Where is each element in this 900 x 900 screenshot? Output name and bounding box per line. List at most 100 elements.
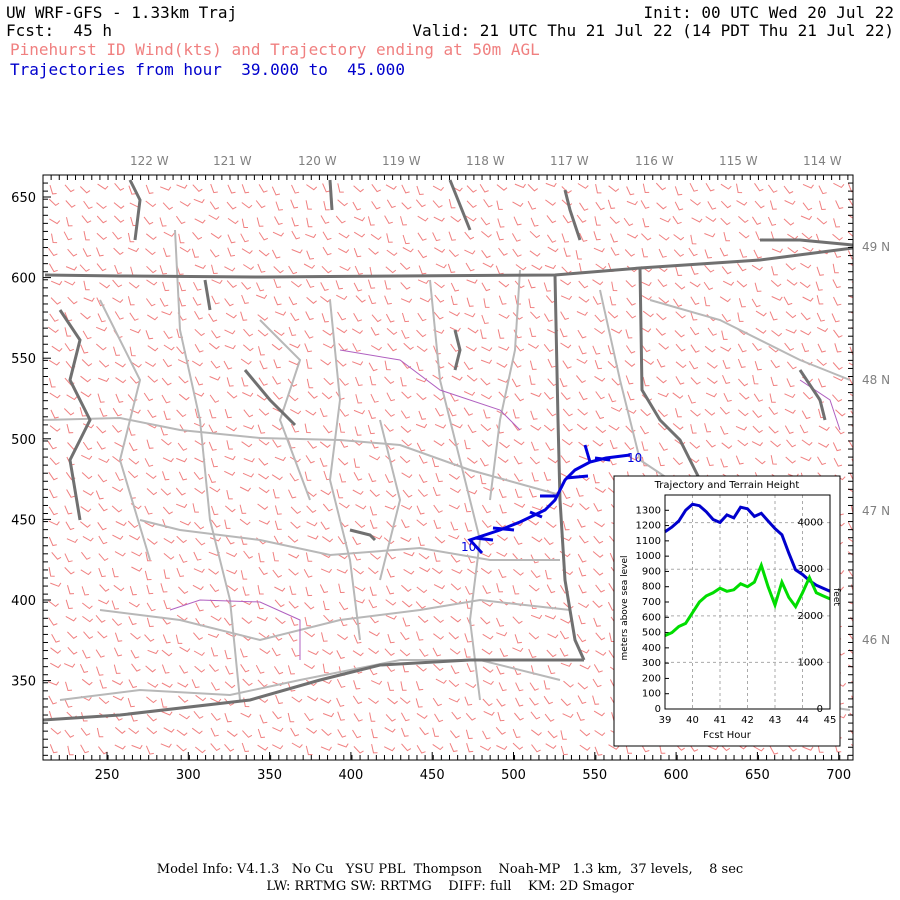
wind-barb bbox=[146, 617, 154, 628]
wind-barb bbox=[546, 649, 557, 658]
wind-barb bbox=[401, 202, 412, 210]
wind-barb bbox=[241, 184, 250, 194]
wind-barb bbox=[498, 391, 509, 400]
wind-barb bbox=[322, 343, 335, 349]
wind-barb bbox=[690, 424, 697, 434]
wind-barb bbox=[675, 376, 685, 385]
inset-y-tick-label: 1300 bbox=[636, 505, 661, 516]
wind-barb bbox=[386, 233, 393, 243]
wind-barb bbox=[464, 633, 472, 643]
wind-barb bbox=[227, 184, 236, 194]
inset-plot-frame bbox=[664, 494, 831, 710]
wind-barb bbox=[513, 455, 523, 465]
map-x-tick-label: 250 bbox=[95, 768, 120, 783]
map-frame-ticks bbox=[42, 174, 853, 760]
wind-barb bbox=[530, 711, 541, 720]
wind-barb bbox=[371, 184, 382, 193]
wind-barb bbox=[847, 538, 853, 543]
wind-barb bbox=[721, 442, 733, 449]
wind-barb bbox=[449, 393, 459, 402]
wind-barb bbox=[785, 311, 797, 319]
wind-barb bbox=[49, 489, 58, 499]
wind-barb bbox=[368, 362, 378, 372]
wind-barb bbox=[82, 441, 93, 451]
wind-barb bbox=[658, 442, 668, 451]
wind-barb bbox=[194, 264, 206, 270]
wind-barb bbox=[832, 394, 843, 403]
wind-barb bbox=[419, 727, 429, 736]
wind-barb bbox=[738, 231, 750, 239]
wind-barb bbox=[497, 534, 508, 541]
wind-barb bbox=[274, 586, 286, 592]
wind-barb bbox=[304, 471, 312, 481]
wind-barb bbox=[81, 551, 91, 560]
wind-barb bbox=[560, 295, 573, 301]
wind-barb bbox=[849, 712, 853, 717]
wind-barb bbox=[416, 185, 424, 196]
wind-barb bbox=[417, 489, 428, 498]
wind-barb bbox=[192, 184, 203, 192]
wind-barb bbox=[608, 393, 617, 403]
wind-barb bbox=[113, 247, 124, 256]
wind-barb bbox=[497, 711, 505, 722]
wind-barb bbox=[370, 326, 380, 336]
wind-barb bbox=[464, 249, 476, 255]
longitude-label: 120 W bbox=[298, 154, 337, 168]
wind-barb bbox=[722, 280, 735, 286]
wind-barb bbox=[226, 440, 233, 450]
wind-barb bbox=[384, 474, 394, 483]
wind-barb bbox=[353, 185, 364, 193]
wind-barb bbox=[178, 554, 188, 563]
wind-barb bbox=[499, 441, 510, 449]
wind-barb bbox=[225, 535, 235, 545]
wind-barb bbox=[210, 519, 221, 528]
wind-barb bbox=[498, 488, 507, 498]
wind-barb bbox=[290, 521, 301, 529]
wind-barb bbox=[288, 633, 298, 642]
wind-barb bbox=[81, 454, 93, 460]
wind-barb bbox=[303, 263, 315, 269]
wind-barb bbox=[737, 439, 749, 447]
wind-barb bbox=[98, 746, 108, 755]
wind-barb bbox=[291, 230, 301, 240]
wind-barb bbox=[191, 679, 200, 689]
wind-barb bbox=[336, 489, 344, 499]
wind-barb bbox=[529, 327, 537, 338]
wind-barb bbox=[176, 503, 188, 509]
wind-barb bbox=[240, 570, 248, 580]
wind-barb bbox=[209, 537, 222, 542]
wind-barb bbox=[224, 298, 234, 307]
wind-barb bbox=[354, 265, 363, 275]
wind-barb bbox=[113, 647, 123, 657]
wind-barb bbox=[657, 279, 668, 288]
wind-barb bbox=[416, 345, 428, 353]
wind-barb bbox=[274, 505, 282, 515]
wind-barb bbox=[162, 202, 173, 210]
wind-barb bbox=[226, 489, 233, 500]
wind-barb bbox=[239, 648, 248, 658]
wind-barb bbox=[543, 391, 554, 400]
wind-barb bbox=[579, 744, 591, 751]
wind-barb bbox=[226, 391, 238, 399]
wind-barb bbox=[321, 632, 328, 642]
wind-barb bbox=[194, 746, 206, 754]
wind-barb bbox=[336, 327, 348, 334]
wind-barb bbox=[768, 346, 780, 353]
wind-barb bbox=[832, 442, 842, 452]
wind-barb bbox=[737, 409, 749, 417]
wind-barb bbox=[497, 456, 509, 463]
wind-barb bbox=[465, 215, 477, 222]
wind-barb bbox=[127, 232, 135, 243]
wind-barb bbox=[145, 551, 152, 562]
wind-barb bbox=[66, 217, 73, 227]
wind-barb bbox=[307, 440, 317, 449]
wind-barb bbox=[161, 394, 171, 404]
wind-barb bbox=[371, 743, 378, 754]
wind-barb bbox=[848, 570, 853, 578]
wind-barb bbox=[145, 330, 154, 340]
wind-barb bbox=[64, 663, 76, 668]
wind-barb bbox=[752, 374, 759, 385]
wind-barb bbox=[111, 618, 122, 627]
wind-barb bbox=[800, 215, 813, 221]
wind-barb bbox=[80, 391, 92, 398]
